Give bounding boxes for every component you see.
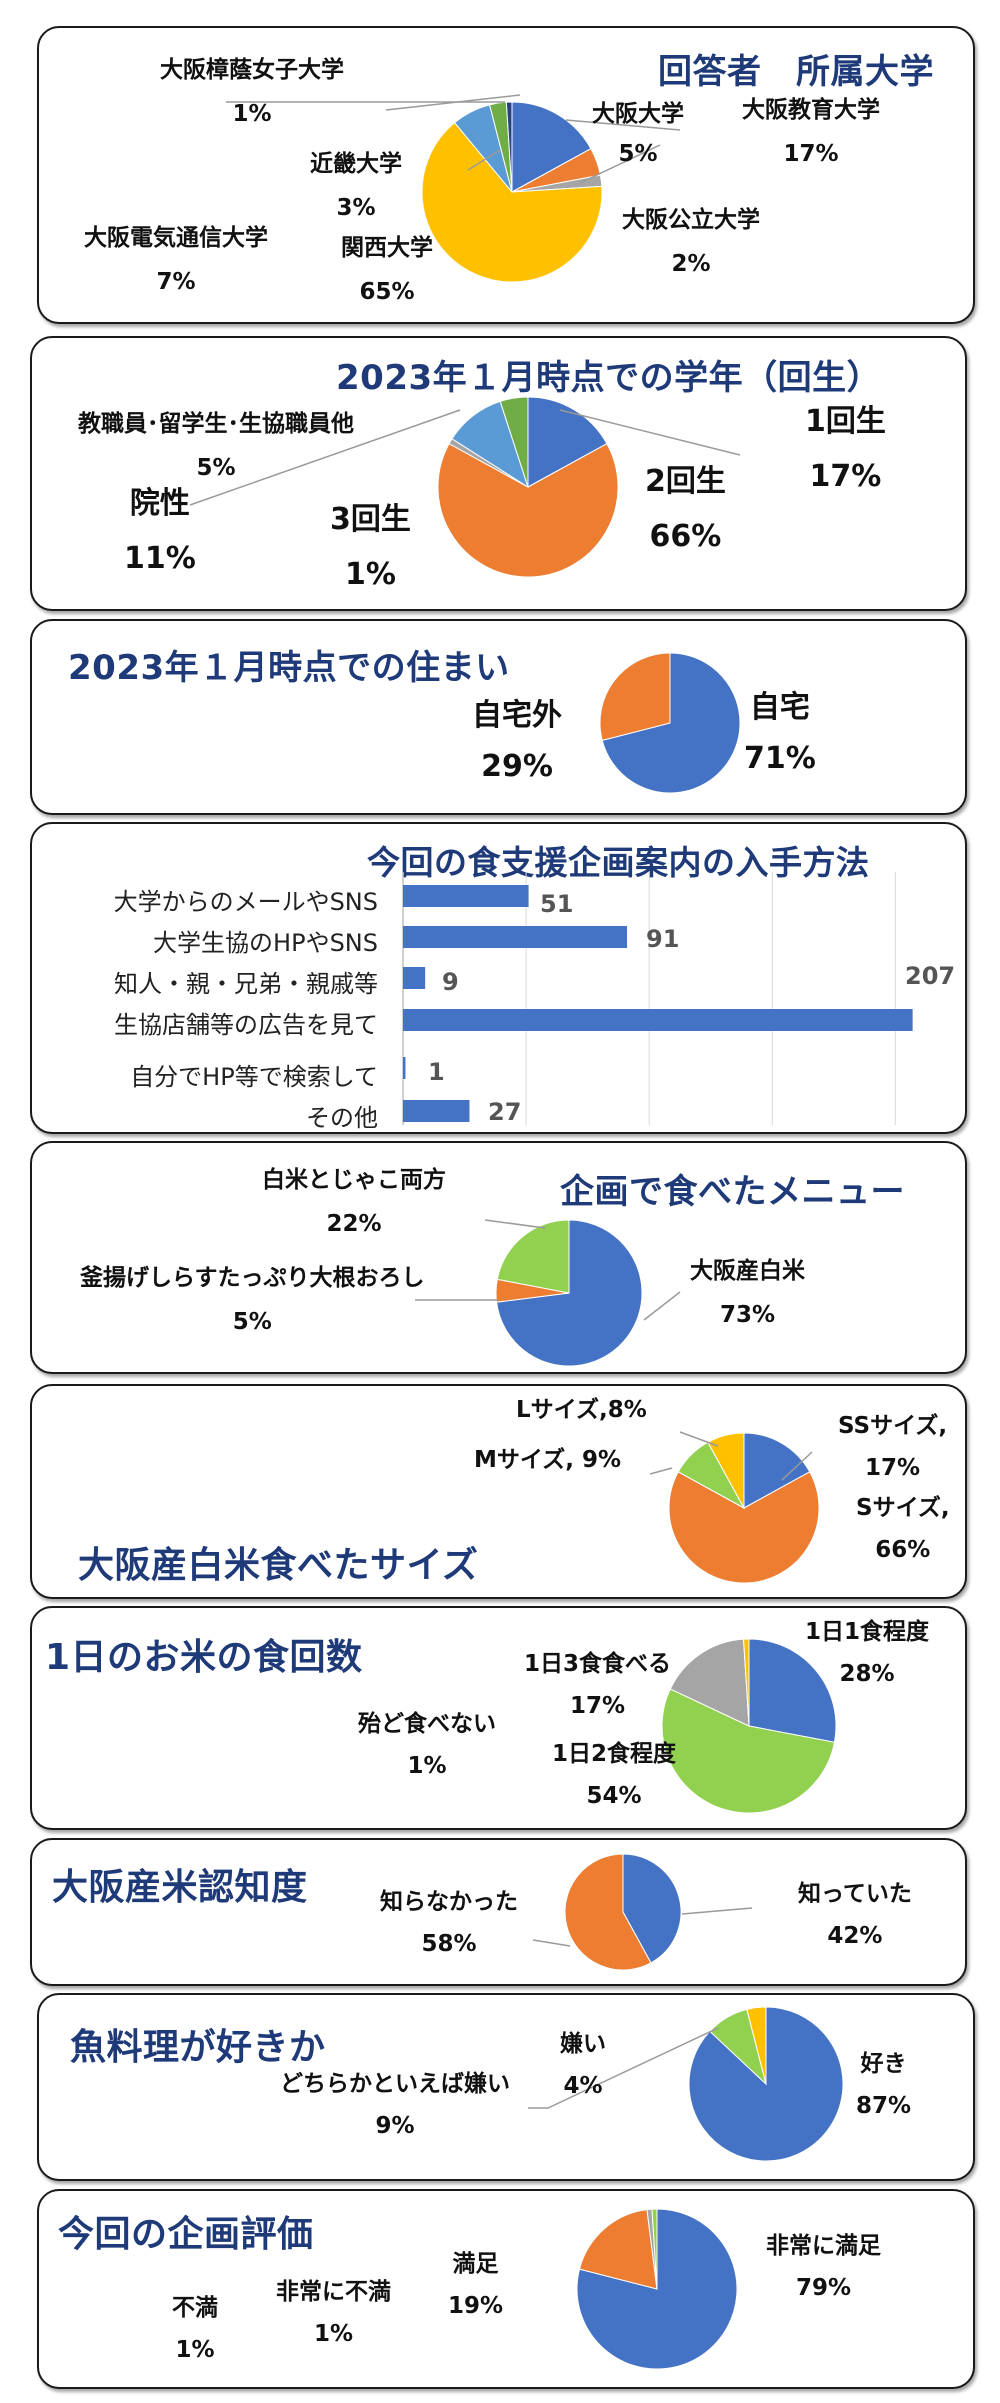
chart-title-residence: 2023年１月時点での住まい	[68, 648, 510, 688]
pie-label-osaka-shoin: 大阪樟蔭女子大学 1%	[160, 57, 344, 127]
pie-label-s-size: Sサイズ, 66%	[856, 1495, 950, 1563]
panel-residence	[30, 619, 967, 815]
panel-rice-awareness	[30, 1838, 967, 1986]
pie-label-did-not-know: 知らなかった 58%	[380, 1889, 518, 1957]
chart-title-event-rating: 今回の企画評価	[58, 2214, 314, 2255]
panel-event-rating	[37, 2189, 975, 2389]
chart-title-rice-size: 大阪産白米食べたサイズ	[78, 1545, 479, 1586]
bar-value-label: 207	[905, 962, 956, 990]
pie-label-graduate: 院性 11%	[124, 486, 196, 576]
bar-value-label: 9	[442, 968, 459, 996]
chart-title-fish-preference: 魚料理が好きか	[70, 2027, 326, 2068]
chart-title-info-source: 今回の食支援企画案内の入手方法	[367, 843, 870, 882]
pie-label-home: 自宅 71%	[744, 690, 816, 776]
pie-label-shirasu: 釜揚げしらすたっぷり大根おろし 5%	[80, 1265, 425, 1335]
bar-category: 知人・親・兄弟・親戚等	[114, 970, 378, 998]
pie-label-kansai: 関西大学 65%	[341, 235, 433, 305]
pie-label-rather-dislike: どちらかといえば嫌い 9%	[280, 2071, 510, 2139]
pie-label-osaka-denki: 大阪電気通信大学 7%	[84, 225, 268, 295]
bar-category: その他	[306, 1104, 378, 1132]
pie-label-kinki: 近畿大学 3%	[310, 151, 402, 221]
bar-category: 生協店舗等の広告を見て	[114, 1011, 378, 1039]
pie-label-dislike: 嫌い 4%	[560, 2031, 606, 2099]
pie-label-very-satisfied: 非常に満足 79%	[766, 2233, 881, 2301]
pie-label-satisfied: 満足 19%	[448, 2251, 504, 2319]
pie-label-staff-other: 教職員･留学生･生協職員他 5%	[78, 411, 354, 481]
panel-info-source	[30, 822, 967, 1134]
pie-label-l-size: Lサイズ,8%	[516, 1397, 647, 1423]
pie-label-twice-a-day: 1日2食程度 54%	[552, 1741, 677, 1809]
pie-label-m-size: Mサイズ, 9%	[474, 1447, 622, 1473]
bar-value-label: 1	[428, 1058, 445, 1086]
pie-label-grade-2: 2回生 66%	[645, 464, 726, 554]
pie-label-three-times: 1日3食食べる 17%	[524, 1651, 672, 1719]
bar-value-label: 51	[540, 890, 574, 918]
pie-label-osaka-univ: 大阪大学 5%	[592, 101, 684, 167]
pie-label-grade-3: 3回生 1%	[330, 502, 411, 592]
chart-title-rice-awareness: 大阪産米認知度	[52, 1867, 308, 1908]
chart-title-menu: 企画で食べたメニュー	[560, 1172, 905, 1212]
bar-value-label: 27	[488, 1098, 522, 1126]
pie-label-osaka-rice: 大阪産白米 73%	[690, 1258, 805, 1328]
bar-category: 大学からのメールやSNS	[113, 888, 378, 916]
pie-label-once-a-day: 1日1食程度 28%	[805, 1619, 930, 1687]
bar-category: 自分でHP等で検索して	[130, 1063, 378, 1091]
pie-label-away: 自宅外 29%	[472, 698, 562, 784]
chart-title-grade: 2023年１月時点での学年（回生）	[336, 358, 882, 398]
pie-label-dissatisfied: 不満 1%	[172, 2295, 218, 2363]
pie-label-like: 好き 87%	[856, 2051, 912, 2119]
pie-label-both: 白米とじゃこ両方 22%	[262, 1167, 446, 1237]
pie-label-knew: 知っていた 42%	[798, 1881, 912, 1949]
pie-label-osaka-koritsu: 大阪公立大学 2%	[622, 207, 760, 277]
bar-value-label: 91	[646, 925, 680, 953]
pie-label-rarely: 殆ど食べない 1%	[358, 1711, 496, 1779]
chart-title-rice-frequency: 1日のお米の食回数	[45, 1637, 363, 1678]
bar-category: 大学生協のHPやSNS	[153, 929, 378, 957]
pie-label-osaka-kyoiku: 大阪教育大学 17%	[742, 97, 880, 167]
pie-label-ss-size: SSサイズ, 17%	[838, 1413, 948, 1481]
pie-label-very-dissatisfied: 非常に不満 1%	[276, 2279, 391, 2347]
chart-title-university: 回答者 所属大学	[658, 52, 934, 92]
pie-label-grade-1: 1回生 17%	[805, 404, 886, 494]
